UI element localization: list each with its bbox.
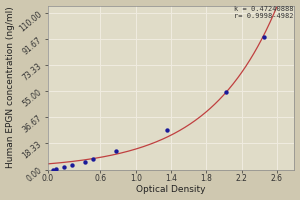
Point [82,160,87,163]
Point [261,35,266,39]
Point [91,157,96,160]
Point [70,164,75,167]
Point [164,129,169,132]
Point [54,167,59,170]
Point [114,149,119,153]
X-axis label: Optical Density: Optical Density [136,185,206,194]
Point [62,166,67,169]
Point [50,168,55,171]
Text: k = 0.47240888
r= 0.9998-4982: k = 0.47240888 r= 0.9998-4982 [235,6,294,19]
Point [223,90,228,93]
Y-axis label: Human EPGN concentration (ng/ml): Human EPGN concentration (ng/ml) [6,7,15,168]
